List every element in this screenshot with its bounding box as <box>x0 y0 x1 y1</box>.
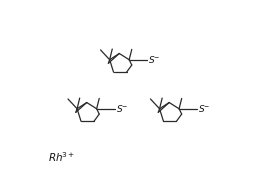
Text: S$^{-}$: S$^{-}$ <box>148 54 161 65</box>
Text: S$^{-}$: S$^{-}$ <box>116 103 128 114</box>
Text: S$^{-}$: S$^{-}$ <box>199 103 211 114</box>
Text: Rh$^{3+}$: Rh$^{3+}$ <box>48 150 75 164</box>
